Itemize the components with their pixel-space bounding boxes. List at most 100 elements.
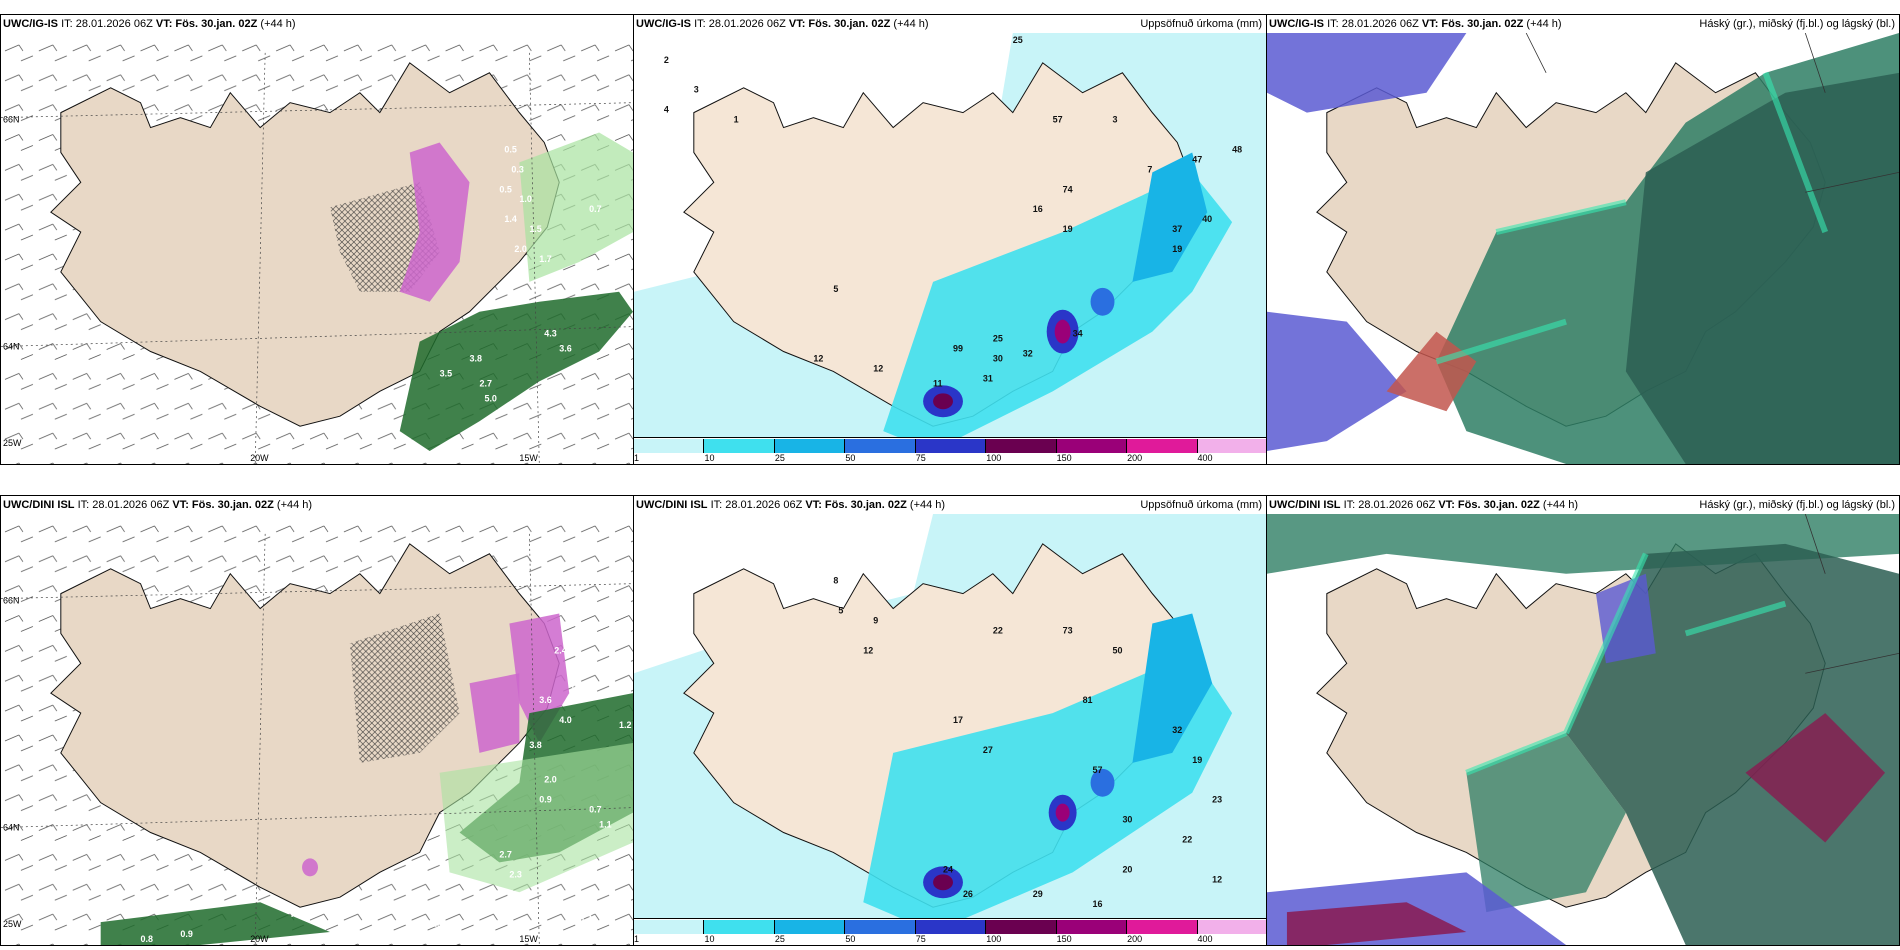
value-label: 48 — [1232, 144, 1242, 154]
value-label: 11 — [933, 378, 942, 388]
colorbar-tick-label: 75 — [915, 934, 926, 944]
value-label: 34 — [1073, 329, 1083, 339]
lon-label: 15W — [519, 453, 538, 463]
colorbar-swatch — [986, 920, 1057, 934]
value-label: 30 — [1122, 815, 1132, 825]
value-label: 16 — [1093, 899, 1103, 909]
value-label: 2.7 — [499, 849, 511, 859]
value-label: 26 — [963, 889, 973, 899]
value-label: 25 — [1013, 35, 1023, 45]
snow-value-labels: 2.4 4.1 3.6 4.0 1.2 3.8 2.0 0.9 0.7 1.1 2.7 2.3 0.8 0… — [141, 645, 632, 944]
value-label: 0.7 — [589, 805, 601, 815]
colorbar-swatch — [1056, 439, 1128, 453]
value-label: 22 — [993, 625, 1003, 635]
colorbar-swatch — [845, 920, 916, 934]
panel-header: UWC/DINI ISL IT: 28.01.2026 06Z VT: Fös.… — [634, 496, 1266, 514]
colorbar-tick-label: 50 — [845, 934, 856, 944]
panel-header: UWC/IG-IS IT: 28.01.2026 06Z VT: Fös. 30… — [1267, 15, 1899, 33]
value-label: 37 — [1172, 224, 1182, 234]
value-label: 3.6 — [559, 344, 571, 354]
value-label: 12 — [1212, 874, 1222, 884]
lon-label: 20W — [250, 453, 269, 463]
value-label: 4.0 — [559, 715, 571, 725]
value-label: 2.0 — [544, 775, 556, 785]
value-label: 3.8 — [470, 353, 482, 363]
value-label: 0.5 — [504, 144, 516, 154]
value-label: 0.5 — [499, 184, 511, 194]
value-label: 4.8 — [499, 418, 511, 428]
value-label: 57 — [1053, 115, 1063, 125]
value-label: 2 — [664, 55, 669, 65]
value-label: 1.5 — [529, 224, 541, 234]
value-label: 9 — [873, 615, 878, 625]
value-label: 12 — [813, 353, 823, 363]
map-snow-ig: 66N 64N 20W 15W 25W 0.5 0.3 0.5 1.0 1.4 1.5 2.… — [1, 33, 633, 464]
colorbar-swatch — [634, 920, 705, 934]
value-label: 3.9 — [524, 423, 536, 433]
value-label: 74 — [1063, 184, 1073, 194]
value-label: 16 — [1033, 204, 1043, 214]
value-label: 0.9 — [180, 929, 192, 939]
panel-cloud-dini: UWC/DINI ISL IT: 28.01.2026 06Z VT: Fös.… — [1266, 495, 1900, 946]
value-label: 25 — [993, 334, 1003, 344]
value-label: 2.7 — [479, 378, 491, 388]
value-label: 19 — [1192, 755, 1202, 765]
colorbar-tick-label: 100 — [986, 934, 1002, 944]
value-label: 3.7 — [564, 368, 576, 378]
colorbar-swatch — [774, 439, 846, 453]
colorbar-tick-label: 75 — [915, 453, 926, 463]
lat-label: 66N — [3, 596, 19, 606]
colorbar-swatch — [704, 920, 775, 934]
panel-header: UWC/DINI ISL IT: 28.01.2026 06Z VT: Fös.… — [1, 496, 633, 514]
value-label: 5.0 — [484, 393, 496, 403]
colorbar-tick-label: 25 — [774, 934, 785, 944]
value-label: 24 — [943, 864, 953, 874]
value-label: 57 — [1093, 765, 1103, 775]
value-label: 12 — [863, 645, 873, 655]
colorbar-swatch — [915, 439, 987, 453]
value-label: 0.7 — [579, 914, 591, 924]
value-label: 20 — [1122, 864, 1132, 874]
value-label: 31 — [983, 373, 993, 383]
value-label: 40 — [1202, 214, 1212, 224]
lon-label: 20W — [250, 934, 269, 944]
value-label: 7 — [1147, 164, 1152, 174]
value-label: 2.0 — [514, 244, 526, 254]
value-label: 4 — [664, 105, 669, 115]
colorbar: 1 10 25 50 75 100 150 200 400 — [634, 437, 1266, 464]
value-label: 19 — [1063, 224, 1073, 234]
value-label: 81 — [1083, 695, 1093, 705]
value-label: 50 — [1112, 645, 1122, 655]
colorbar: 1 10 25 50 75 100 150 200 400 — [634, 918, 1266, 945]
value-label: 29 — [1033, 889, 1043, 899]
value-label: 23 — [1212, 795, 1222, 805]
colorbar-tick-label: 100 — [986, 453, 1002, 463]
value-label: 99 — [953, 344, 963, 354]
value-label: 32 — [1023, 349, 1033, 359]
value-label: 32 — [1172, 725, 1182, 735]
value-label: 3 — [1112, 115, 1117, 125]
value-label: 4.1 — [569, 680, 581, 690]
value-label: 17 — [953, 715, 963, 725]
colorbar-tick-label: 1 — [634, 934, 640, 944]
value-label: 73 — [1063, 625, 1073, 635]
value-label: 1.3 — [450, 443, 462, 453]
colorbar-swatch — [1127, 439, 1198, 453]
value-label: 0.9 — [589, 423, 601, 433]
lon-label: 25W — [3, 919, 22, 929]
value-label: 0.9 — [539, 795, 551, 805]
colorbar-tick-label: 400 — [1197, 934, 1213, 944]
value-label: 47 — [1192, 154, 1202, 164]
value-label: 1.7 — [539, 254, 551, 264]
panel-header: UWC/IG-IS IT: 28.01.2026 06Z VT: Fös. 30… — [1, 15, 633, 33]
value-label: 22 — [1182, 834, 1192, 844]
map-precip-ig: 2 3 4 1 5 12 25 57 74 47 48 40 37 3 7 16 19 30 32 34 25 31 19 1… — [634, 33, 1266, 464]
colorbar-tick-label: 10 — [704, 934, 715, 944]
value-label: 5 — [833, 284, 838, 294]
map-cloud-ig — [1267, 33, 1899, 464]
value-label: 27 — [983, 745, 993, 755]
value-label: 5 — [838, 606, 843, 616]
panel-header: UWC/IG-IS IT: 28.01.2026 06Z VT: Fös. 30… — [634, 15, 1266, 33]
value-label: 1.1 — [599, 820, 611, 830]
